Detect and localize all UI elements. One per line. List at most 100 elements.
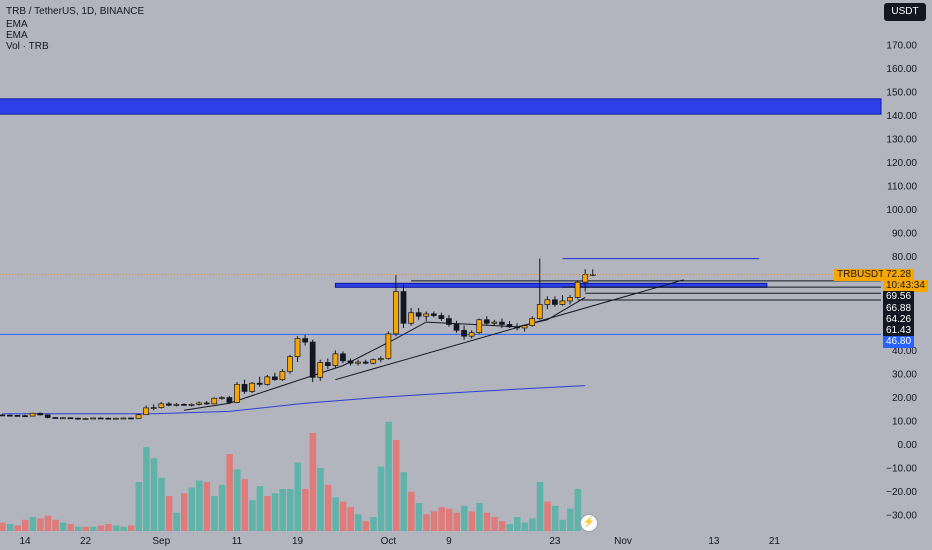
volume-bar: [97, 525, 105, 531]
currency-button[interactable]: USDT: [884, 3, 926, 21]
volume-bar: [203, 482, 211, 531]
volume-bar: [143, 447, 150, 531]
volume-bar: [0, 522, 6, 531]
volume-bar: [294, 462, 302, 531]
candle-body: [521, 325, 528, 329]
candle-body: [29, 412, 36, 417]
price-axis-tick: 80.00: [892, 252, 917, 263]
volume-bar: [498, 521, 506, 531]
candle-body: [249, 382, 255, 392]
symbol-price-tag: TRBUSDT: [834, 269, 888, 281]
candle-body: [423, 313, 430, 317]
candle-body: [468, 332, 475, 337]
candle-body: [544, 299, 551, 305]
candle-body: [294, 338, 301, 357]
volume-bar: [37, 518, 44, 531]
price-axis-panel: [881, 0, 932, 531]
candle-body: [143, 407, 149, 416]
candle-body: [317, 362, 324, 378]
candle-body: [181, 404, 187, 406]
ema-indicator-label-2[interactable]: EMA: [6, 30, 28, 41]
volume-bar: [408, 491, 415, 531]
candle-body: [173, 404, 180, 406]
volume-bar: [82, 526, 90, 531]
candle-body: [90, 417, 96, 420]
candle-body: [0, 414, 6, 417]
candle-body: [196, 402, 202, 405]
volume-bar: [120, 526, 127, 531]
candle-body: [438, 315, 445, 319]
time-axis-panel: [0, 531, 932, 550]
candle-body: [165, 403, 172, 406]
price-axis-tick: 170.00: [886, 40, 917, 51]
candle-body: [105, 417, 112, 420]
volume-bar: [158, 477, 165, 531]
candle-body: [218, 397, 225, 399]
candle-body: [552, 299, 558, 305]
candle-body: [112, 417, 119, 420]
candle-body: [393, 291, 399, 335]
volume-bar: [29, 517, 37, 531]
candle-body: [82, 418, 89, 420]
candle-body: [302, 338, 308, 343]
time-axis-tick: 21: [769, 536, 781, 547]
volume-bar: [226, 454, 233, 531]
candle-body: [203, 402, 210, 405]
volume-bar: [317, 468, 324, 531]
volume-bar: [362, 521, 370, 531]
candle-body: [135, 414, 142, 419]
price-axis-tick: 10.00: [892, 416, 917, 427]
time-axis-tick: 13: [708, 536, 720, 547]
ema-indicator-label-1[interactable]: EMA: [6, 19, 28, 30]
volume-bar: [476, 503, 483, 531]
price-axis-tick: 120.00: [886, 158, 917, 169]
price-label-66-88: 66.88: [883, 303, 915, 315]
volume-bar: [173, 512, 180, 531]
volume-bar: [324, 484, 332, 531]
candle-body: [430, 313, 437, 316]
bolt-icon[interactable]: ⚡: [580, 514, 598, 532]
volume-bar: [423, 514, 430, 531]
volume-bar: [453, 512, 460, 531]
volume-bar: [249, 500, 256, 531]
candle-body: [385, 333, 392, 359]
volume-bar: [67, 524, 74, 531]
price-axis-tick: 140.00: [886, 111, 917, 122]
candle-body: [226, 397, 233, 403]
price-axis-tick: 100.00: [886, 205, 917, 216]
candle-body: [400, 291, 407, 324]
candle-body: [7, 414, 13, 417]
volume-bar: [127, 525, 135, 531]
volume-bar: [521, 522, 529, 531]
candle-body: [256, 382, 263, 385]
candle-body: [22, 415, 28, 417]
candle-body: [75, 417, 81, 420]
volume-bar: [52, 519, 59, 531]
price-label-69-56: 69.56: [883, 291, 915, 303]
time-axis-tick: 14: [19, 536, 31, 547]
candle-body: [582, 274, 589, 283]
symbol-title[interactable]: TRB / TetherUS, 1D, BINANCE: [6, 6, 145, 17]
volume-indicator-label[interactable]: Vol · TRB: [6, 41, 49, 52]
volume-bar: [302, 489, 309, 531]
candle-body: [97, 417, 104, 420]
trend-line: [335, 279, 684, 381]
candle-body: [67, 417, 74, 420]
volume-bar: [574, 489, 582, 531]
time-axis-tick: Nov: [614, 536, 632, 547]
volume-bar: [241, 479, 249, 531]
candle-body: [211, 397, 218, 405]
time-axis-tick: 23: [549, 536, 561, 547]
candle-body: [362, 361, 369, 364]
price-axis-tick: 160.00: [886, 64, 917, 75]
volume-bar: [271, 493, 279, 531]
volume-bar: [22, 519, 29, 531]
ema-slow-line: [2, 385, 586, 415]
candle-body: [408, 312, 414, 324]
time-axis-tick: Sep: [152, 536, 170, 547]
price-label-61-43: 61.43: [883, 325, 915, 337]
volume-bar: [218, 484, 226, 531]
volume-bar: [264, 496, 271, 531]
